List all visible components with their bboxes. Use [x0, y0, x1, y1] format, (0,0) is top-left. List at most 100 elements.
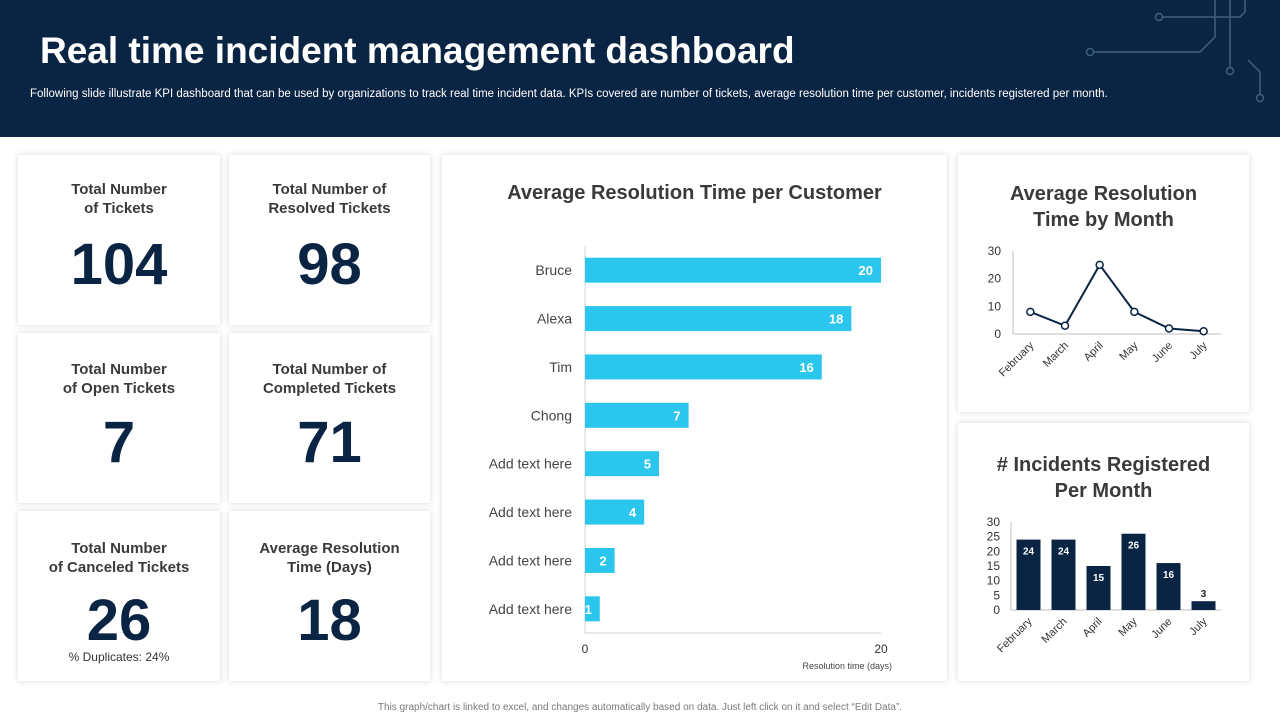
data-point — [1095, 260, 1104, 270]
bar — [585, 451, 659, 477]
bar — [585, 257, 881, 283]
kpi-label: Total Number of Resolved Tickets — [268, 181, 391, 217]
category-label: Tim — [549, 359, 572, 375]
kpi-card-open-tickets: Total Number of Open Tickets 7 — [18, 333, 220, 503]
data-label: 20 — [859, 263, 873, 278]
kpi-card-completed-tickets: Total Number of Completed Tickets 71 — [229, 333, 430, 503]
header-banner: Real time incident management dashboard … — [0, 0, 1280, 137]
kpi-value: 18 — [297, 588, 362, 653]
kpi-label: Total Number of Completed Tickets — [262, 361, 397, 397]
category-label: Add text here — [489, 504, 572, 520]
page-title: Real time incident management dashboard — [40, 30, 795, 71]
x-tick-label: March — [1040, 616, 1070, 646]
category-label: Add text here — [489, 601, 572, 617]
chart-title: Average Resolution Time by Month — [1009, 183, 1198, 231]
category-label: Alexa — [537, 311, 572, 327]
data-label: 2 — [599, 553, 606, 568]
data-point — [1199, 326, 1208, 336]
data-point — [1060, 321, 1070, 330]
kpi-value: 7 — [102, 410, 136, 475]
x-tick-label: April — [1081, 616, 1105, 640]
page-subtitle: Following slide illustrate KPI dashboard… — [30, 88, 1108, 100]
y-tick-label: 5 — [993, 588, 1000, 602]
kpi-label: Average Resolution Time (Days) — [259, 540, 400, 576]
bar — [1086, 566, 1111, 610]
x-tick-label: June — [1150, 340, 1175, 365]
circuit-decoration — [1085, 0, 1265, 103]
category-label: Chong — [531, 407, 572, 423]
customer-resolution-card: Average Resolution Time per Customer Bru… — [442, 155, 947, 681]
x-tick-label: February — [997, 339, 1037, 379]
bar — [585, 499, 645, 525]
y-tick-label: 20 — [988, 272, 1002, 286]
kpi-value: 98 — [297, 232, 362, 297]
x-tick-label: July — [1187, 615, 1210, 638]
y-tick-label: 15 — [987, 559, 1001, 573]
bar — [585, 402, 689, 428]
bar — [1156, 563, 1181, 610]
bar — [585, 547, 615, 573]
y-tick-label: 0 — [993, 603, 1000, 617]
kpi-card-canceled-tickets: Total Number of Canceled Tickets 26 % Du… — [18, 511, 220, 681]
data-label: 16 — [1163, 570, 1175, 581]
bar — [1191, 601, 1216, 610]
series-line — [1029, 263, 1204, 333]
data-label: 3 — [1201, 589, 1207, 600]
incidents-card: # Incidents Registered Per Month 0 5 10 15 2… — [958, 423, 1249, 681]
y-tick-label: 20 — [987, 544, 1001, 558]
data-label: 7 — [673, 408, 680, 423]
category-label: Bruce — [535, 262, 572, 278]
data-point — [1130, 307, 1139, 317]
y-tick-label: 0 — [994, 327, 1001, 341]
x-tick-label: 20 — [874, 642, 888, 656]
kpi-label: Total Number of Tickets — [71, 181, 167, 217]
x-tick-label: June — [1149, 616, 1174, 641]
x-tick-label: July — [1187, 339, 1210, 362]
y-tick-label: 30 — [987, 515, 1001, 529]
x-tick-label: February — [995, 615, 1035, 655]
footer-note: This graph/chart is linked to excel, and… — [377, 702, 903, 713]
y-tick-label: 30 — [988, 244, 1002, 258]
kpi-value: 104 — [70, 232, 168, 297]
y-tick-label: 25 — [987, 530, 1001, 544]
x-tick-label: May — [1117, 339, 1141, 363]
x-tick-label: March — [1041, 340, 1071, 370]
data-label: 16 — [799, 360, 813, 375]
y-tick-label: 10 — [987, 574, 1001, 588]
data-label: 24 — [1023, 547, 1035, 558]
data-point — [1026, 307, 1035, 317]
x-tick-label: May — [1116, 615, 1140, 639]
chart-title: Average Resolution Time per Customer — [507, 182, 882, 204]
duplicates-note: % Duplicates: 24% — [68, 650, 170, 664]
category-label: Add text here — [489, 552, 572, 568]
kpi-card-total-tickets: Total Number of Tickets 104 — [18, 155, 220, 325]
bar — [585, 596, 600, 622]
x-tick-label: 0 — [582, 642, 589, 656]
data-label: 18 — [829, 312, 843, 327]
y-tick-label: 10 — [988, 299, 1002, 313]
bar — [1121, 533, 1146, 610]
x-axis-title: Resolution time (days) — [802, 661, 892, 671]
data-label: 1 — [585, 602, 592, 617]
data-label: 26 — [1128, 541, 1140, 552]
bar — [585, 354, 822, 380]
monthly-resolution-chart: 0 10 20 30 February March April May June July — [988, 244, 1221, 379]
kpi-value: 26 — [86, 588, 152, 653]
chart-title: # Incidents Registered Per Month — [996, 454, 1211, 502]
kpi-card-avg-resolution: Average Resolution Time (Days) 18 — [229, 511, 430, 681]
data-label: 5 — [644, 457, 651, 472]
data-label: 24 — [1058, 547, 1070, 558]
data-label: 4 — [629, 505, 637, 520]
category-label: Add text here — [489, 456, 572, 472]
bar — [585, 306, 852, 332]
monthly-resolution-card: Average Resolution Time by Month 0 10 20 30… — [958, 155, 1249, 412]
data-label: 15 — [1093, 573, 1105, 584]
kpi-value: 71 — [297, 410, 362, 475]
bar — [1016, 539, 1041, 610]
kpi-label: Total Number of Open Tickets — [62, 361, 176, 397]
bar — [1051, 539, 1076, 610]
x-tick-label: April — [1082, 340, 1106, 364]
data-point — [1164, 324, 1174, 333]
